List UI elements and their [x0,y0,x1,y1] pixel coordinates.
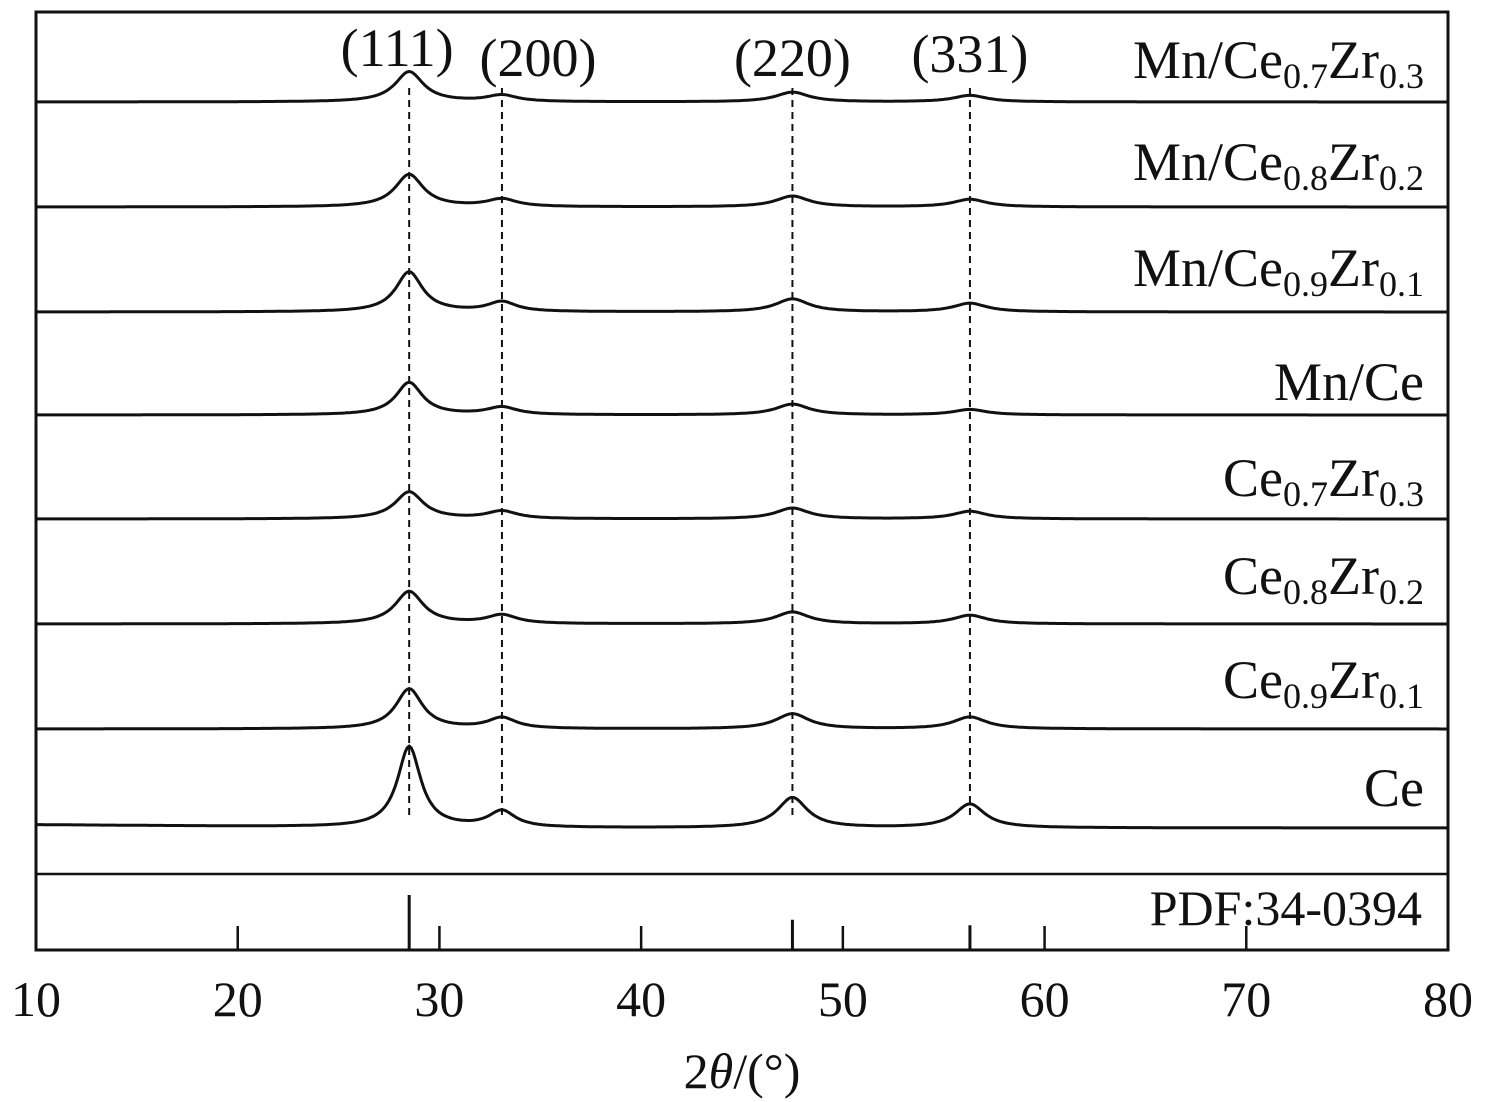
series-label-base: Mn/Ce [1133,30,1283,90]
x-tick-label-4: 50 [818,971,868,1027]
series-label-base: Mn/Ce [1133,132,1283,192]
series-label-3: Mn/Ce [1274,352,1424,412]
series-label-sub2: 0.1 [1379,264,1424,304]
series-label-base: Ce [1223,650,1283,710]
trace-0 [36,69,1448,104]
reference-label: PDF:34-0394 [1150,880,1422,936]
series-label-base: Mn/Ce [1274,352,1424,412]
series-label-sub1: 0.8 [1283,158,1328,198]
peak-label-3: (331) [911,24,1028,84]
peak-guide-lines [408,88,971,815]
peak-label-0: (111) [341,18,454,78]
series-label-mid: Zr [1328,650,1379,710]
trace-1 [36,172,1448,209]
series-label-mid: Zr [1328,238,1379,298]
series-label-sub2: 0.2 [1379,572,1424,612]
series-label-sub1: 0.7 [1283,474,1328,514]
x-tick-label-6: 70 [1221,971,1271,1027]
series-label-7: Ce [1364,758,1424,818]
series-label-sub1: 0.7 [1283,56,1328,96]
trace-5 [36,589,1448,626]
series-label-mid: Zr [1328,448,1379,508]
x-axis-ticks [236,926,1248,950]
x-tick-label-1: 20 [213,971,263,1027]
series-label-6: Ce0.9Zr0.1 [1223,650,1424,716]
series-label-base: Ce [1364,758,1424,818]
series-label-sub1: 0.9 [1283,676,1328,716]
x-tick-label-3: 40 [616,971,666,1027]
series-label-mid: Zr [1328,30,1379,90]
series-label-2: Mn/Ce0.9Zr0.1 [1133,238,1424,304]
peak-labels: (111) (200) (220) (331) [341,18,1029,88]
peak-label-2: (220) [734,28,851,88]
series-label-sub2: 0.1 [1379,676,1424,716]
x-axis-label-unit: /(°) [733,1043,800,1099]
plot-frame [34,10,1450,952]
x-tick-label-5: 60 [1020,971,1070,1027]
trace-6 [36,687,1448,731]
series-labels: Mn/Ce0.7Zr0.3Mn/Ce0.8Zr0.2Mn/Ce0.9Zr0.1M… [1133,30,1424,818]
series-label-sub2: 0.2 [1379,158,1424,198]
series-label-4: Ce0.7Zr0.3 [1223,448,1424,514]
series-label-sub1: 0.9 [1283,264,1328,304]
x-axis-label-main: 2 [684,1043,709,1099]
x-tick-label-7: 80 [1423,971,1473,1027]
series-label-mid: Zr [1328,546,1379,606]
series-label-1: Mn/Ce0.8Zr0.2 [1133,132,1424,198]
series-label-5: Ce0.8Zr0.2 [1223,546,1424,612]
series-label-base: Ce [1223,448,1283,508]
xrd-traces [36,69,1448,830]
x-axis-label: 2θ/(°) [684,1043,801,1099]
trace-2 [36,270,1448,314]
x-axis-tick-labels: 10 20 30 40 50 60 70 80 [11,971,1473,1027]
x-axis-label-theta: θ [709,1043,734,1099]
trace-3 [36,380,1448,417]
series-label-sub2: 0.3 [1379,474,1424,514]
reference-lines [407,895,972,950]
trace-4 [36,490,1448,521]
series-label-sub1: 0.8 [1283,572,1328,612]
x-tick-label-0: 10 [11,971,61,1027]
series-label-mid: Zr [1328,132,1379,192]
series-label-base: Ce [1223,546,1283,606]
x-tick-label-2: 30 [414,971,464,1027]
peak-label-1: (200) [479,28,596,88]
series-label-0: Mn/Ce0.7Zr0.3 [1133,30,1424,96]
series-label-base: Mn/Ce [1133,238,1283,298]
series-label-sub2: 0.3 [1379,56,1424,96]
trace-7 [36,744,1448,830]
